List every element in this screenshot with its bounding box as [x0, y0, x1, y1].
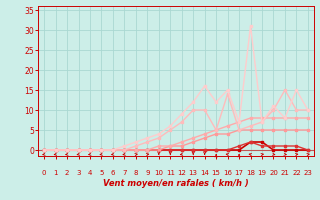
X-axis label: Vent moyen/en rafales ( km/h ): Vent moyen/en rafales ( km/h ) — [103, 179, 249, 188]
